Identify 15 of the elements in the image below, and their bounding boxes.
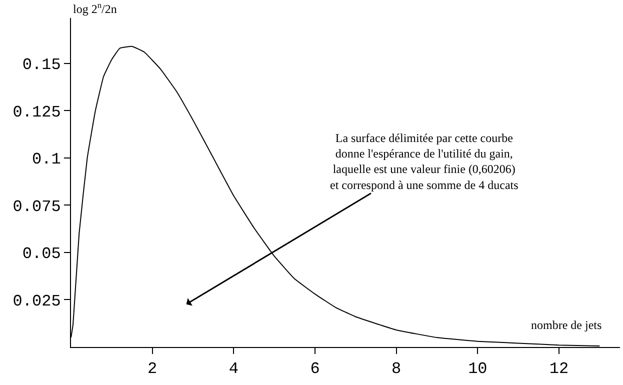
x-tick-label: 4 (228, 360, 238, 378)
y-tick-label: 0.1 (32, 150, 61, 169)
x-tick-label: 12 (549, 360, 569, 378)
y-axis-title: log 2$^{n}$/2n (73, 1, 117, 16)
y-tick-label: 0.15 (22, 56, 61, 74)
y-tick-label: 0.125 (12, 103, 61, 122)
y-tick-label: 0.075 (12, 198, 61, 216)
y-tick-label: 0.025 (12, 292, 61, 310)
x-tick-label: 8 (392, 360, 402, 378)
x-tick-label: 10 (468, 360, 488, 378)
x-tick-label: 2 (148, 360, 158, 378)
annotation: La surface délimitée par cette courbe donne l'espérance de l'utilité du gain, laquelle est une valeur finie (0,60206) et correspond à une somme de 4 ducats (330, 131, 519, 192)
y-tick-label: 0.05 (22, 245, 61, 264)
x-axis-title: nombre de jets (531, 318, 602, 332)
x-tick-label: 6 (310, 360, 320, 378)
